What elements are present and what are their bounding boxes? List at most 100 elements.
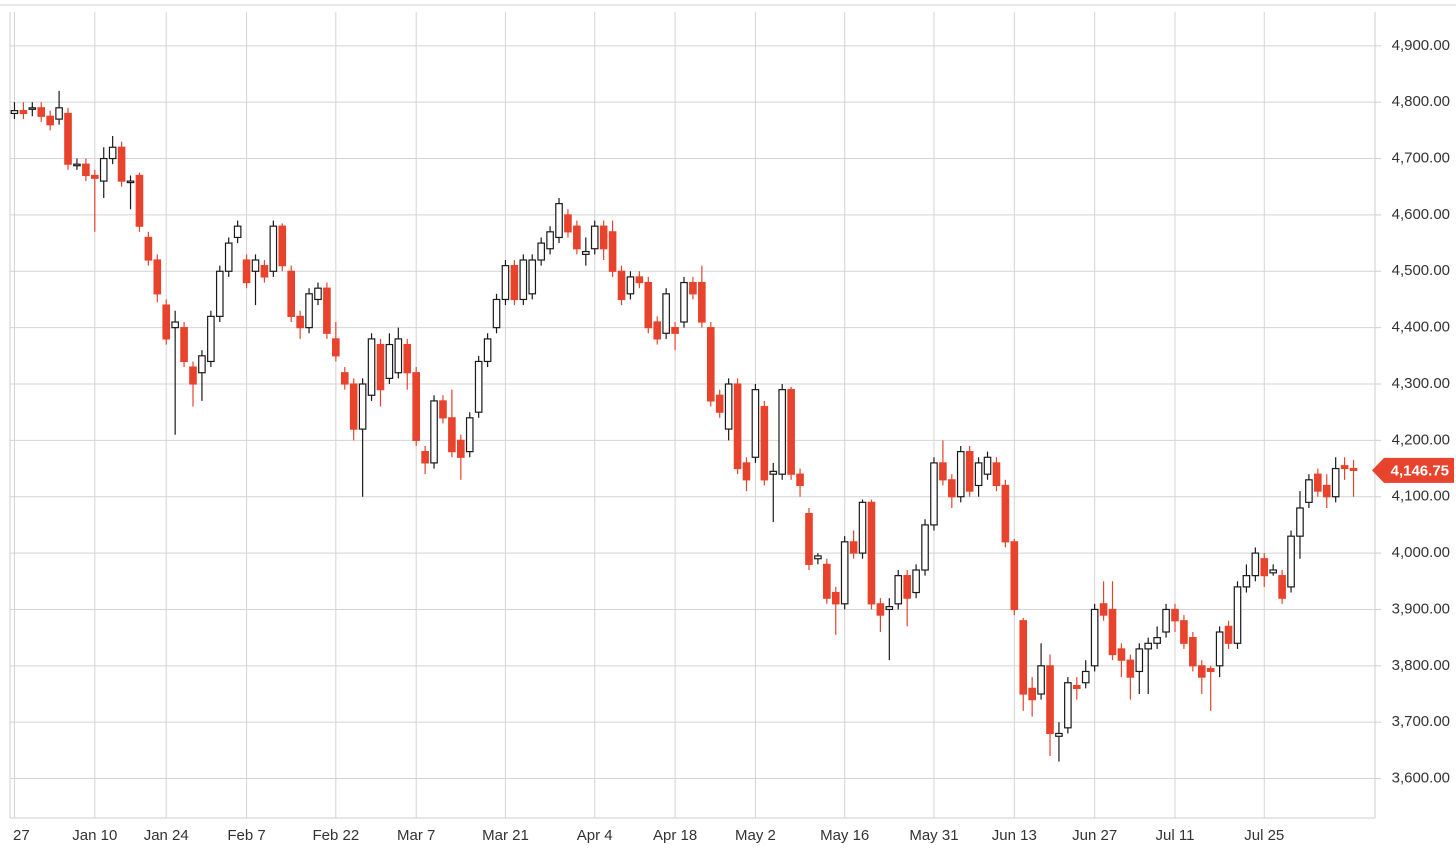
candle-body — [983, 456, 992, 475]
candle-body — [689, 281, 697, 295]
candle-body — [858, 501, 867, 554]
candle-body — [233, 225, 242, 239]
candle-body — [1108, 608, 1117, 656]
candle-body — [528, 259, 537, 295]
candle-body — [1233, 586, 1242, 644]
candle-body — [510, 265, 519, 301]
candle-body — [1028, 687, 1036, 701]
candle-body — [385, 343, 394, 379]
x-tick-label: 27 — [13, 827, 30, 844]
candle-body — [1099, 603, 1108, 616]
candle-body — [1189, 637, 1197, 667]
x-tick-label: Mar 21 — [482, 827, 529, 844]
candle-body — [1296, 507, 1304, 537]
y-tick-label: 4,000.00 — [1392, 544, 1450, 561]
candle-body — [1215, 631, 1224, 667]
candle-body — [930, 462, 938, 526]
candle-body — [590, 225, 599, 250]
candle-body — [1251, 552, 1260, 577]
candle-body — [314, 287, 322, 301]
candle-body — [1126, 659, 1135, 678]
candle-body — [787, 389, 795, 475]
candle-body — [1349, 467, 1358, 471]
candle-body — [492, 298, 501, 329]
candle-body — [224, 242, 233, 272]
candle-body — [814, 555, 822, 560]
candle-body — [778, 389, 787, 475]
x-tick-label: Mar 7 — [397, 827, 435, 844]
candle-body — [1260, 558, 1269, 577]
y-tick-label: 4,200.00 — [1392, 431, 1450, 448]
candle-body — [501, 265, 510, 301]
candle-body — [1144, 642, 1153, 650]
candle-body — [421, 451, 429, 464]
candle-body — [965, 451, 974, 492]
candle-body — [608, 231, 617, 272]
candle-body — [885, 606, 894, 611]
candle-body — [296, 315, 304, 329]
candle-body — [448, 417, 456, 453]
y-tick-label: 3,800.00 — [1392, 657, 1450, 674]
candle-body — [992, 462, 1001, 487]
candle-body — [367, 338, 376, 396]
y-tick-label: 4,800.00 — [1392, 93, 1450, 110]
candle-body — [260, 265, 269, 278]
candle-body — [269, 225, 278, 272]
candle-body — [1269, 569, 1278, 574]
candle-body — [698, 281, 706, 323]
x-tick-label: Jul 11 — [1156, 827, 1195, 844]
x-tick-label: May 31 — [909, 827, 958, 844]
candle-body — [1010, 541, 1019, 611]
candle-body — [153, 259, 162, 295]
x-tick-label: Feb 7 — [227, 827, 265, 844]
candle-body — [1090, 608, 1099, 667]
candle-body — [1180, 620, 1188, 644]
candle-body — [287, 270, 296, 317]
candle-body — [474, 360, 483, 413]
candle-body — [948, 479, 956, 498]
candle-body — [626, 276, 635, 295]
candle-body — [715, 394, 724, 413]
candle-body — [251, 259, 260, 272]
candle-body — [1001, 484, 1010, 543]
candle-body — [305, 293, 313, 329]
candle-body — [73, 163, 81, 167]
last-price-tag — [1372, 457, 1454, 483]
y-tick-label: 4,300.00 — [1392, 375, 1450, 392]
x-tick-label: Jan 10 — [72, 827, 117, 844]
candle-body — [1197, 665, 1206, 678]
candle-body — [1046, 665, 1054, 735]
candle-body — [10, 110, 19, 115]
candle-body — [1153, 637, 1161, 644]
y-tick-label: 4,400.00 — [1392, 319, 1450, 336]
candle-body — [349, 383, 358, 430]
candle-body — [956, 451, 965, 498]
candle-body — [903, 575, 911, 599]
x-tick-label: Jun 27 — [1072, 827, 1117, 844]
candle-body — [376, 343, 385, 391]
candle-body — [537, 242, 545, 261]
candle-body — [180, 327, 188, 363]
candle-body — [581, 250, 590, 255]
candle-body — [117, 146, 126, 182]
y-tick-label: 4,100.00 — [1392, 488, 1450, 505]
candle-body — [876, 603, 885, 616]
y-tick-label: 4,600.00 — [1392, 206, 1450, 223]
candle-body — [769, 470, 778, 475]
x-tick-label: Jul 25 — [1244, 827, 1284, 844]
x-tick-label: May 16 — [820, 827, 869, 844]
x-tick-label: Feb 22 — [312, 827, 359, 844]
candle-body — [1171, 608, 1179, 622]
candle-body — [332, 338, 340, 357]
candle-body — [680, 281, 688, 323]
candle-body — [340, 372, 349, 385]
candle-body — [1037, 665, 1045, 695]
candle-body — [546, 231, 554, 250]
candle-body — [805, 513, 813, 565]
candle-body — [189, 366, 197, 385]
candle-body — [135, 174, 144, 227]
candle-body — [742, 462, 751, 481]
candle-body — [1081, 670, 1090, 684]
candle-body — [1162, 608, 1170, 633]
